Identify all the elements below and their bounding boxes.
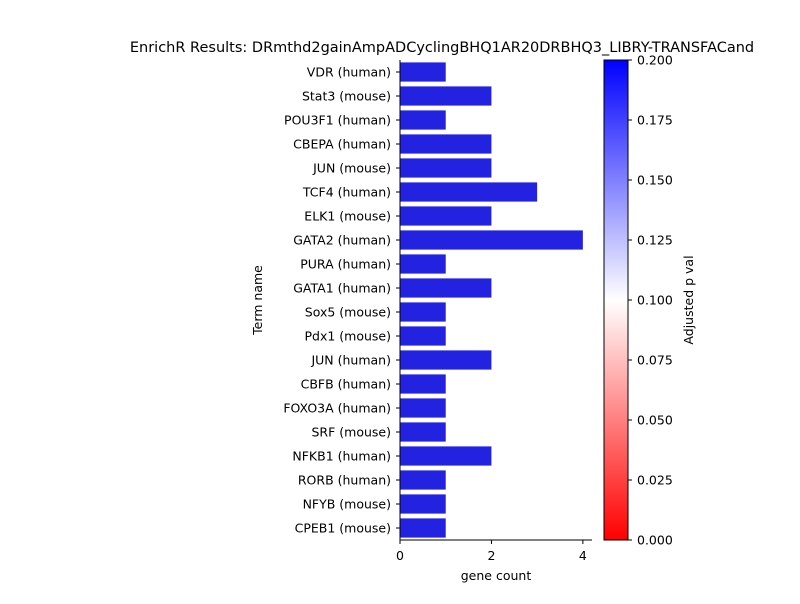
bar-series [400, 62, 583, 538]
bar [400, 230, 583, 250]
plot-frame [399, 60, 592, 541]
y-tick-label: GATA1 (human) [293, 281, 391, 296]
y-tick-label: SRF (mouse) [312, 425, 392, 440]
y-tick-label: NFKB1 (human) [292, 449, 391, 464]
bar [400, 518, 446, 538]
y-axis-tick-labels: VDR (human) Stat3 (mouse) POU3F1 (human) CB… [283, 65, 400, 536]
bar [400, 254, 446, 274]
y-tick-label: PURA (human) [300, 257, 391, 272]
y-tick-label: Stat3 (mouse) [302, 89, 391, 104]
colorbar-label: Adjusted p val [681, 255, 696, 344]
x-axis-label: gene count [461, 568, 532, 583]
y-tick-label: JUN (human) [310, 353, 391, 368]
bar [400, 158, 492, 178]
colorbar-tick-labels: 0.000 0.025 0.050 0.075 0.100 0.125 0.150 0.175… [628, 53, 673, 548]
bar [400, 110, 446, 130]
x-tick-label: 4 [579, 548, 587, 563]
bar [400, 86, 492, 106]
bar [400, 494, 446, 514]
y-tick-label: VDR (human) [307, 65, 391, 80]
colorbar-tick-label: 0.175 [637, 113, 673, 128]
bar [400, 302, 446, 322]
y-axis-label: Term name [250, 265, 265, 336]
y-tick-label: GATA2 (human) [293, 233, 391, 248]
y-tick-label: POU3F1 (human) [284, 113, 391, 128]
bar [400, 206, 492, 226]
bar [400, 398, 446, 418]
y-tick-label: Sox5 (mouse) [305, 305, 391, 320]
y-tick-label: CPEB1 (mouse) [295, 521, 391, 536]
bar [400, 134, 492, 154]
colorbar-tick-label: 0.200 [637, 53, 673, 68]
y-tick-label: CBEPA (human) [293, 137, 391, 152]
y-tick-label: TCF4 (human) [302, 185, 391, 200]
colorbar-tick-label: 0.075 [637, 353, 673, 368]
colorbar-tick-label: 0.025 [637, 473, 673, 488]
y-tick-label: ELK1 (mouse) [304, 209, 391, 224]
y-tick-label: CBFB (human) [301, 377, 391, 392]
colorbar-tick-label: 0.000 [637, 533, 673, 548]
bar [400, 470, 446, 490]
chart-title: EnrichR Results: DRmthd2gainAmpADCycling… [130, 40, 754, 56]
colorbar [603, 59, 629, 541]
y-tick-label: JUN (mouse) [312, 161, 391, 176]
colorbar-tick-label: 0.150 [637, 173, 673, 188]
bar [400, 374, 446, 394]
bar [400, 422, 446, 442]
y-tick-label: FOXO3A (human) [283, 401, 391, 416]
colorbar-tick-label: 0.125 [637, 233, 673, 248]
x-axis-tick-labels: 0 2 4 [396, 540, 587, 563]
bar [400, 446, 492, 466]
colorbar-tick-label: 0.100 [637, 293, 673, 308]
colorbar-tick-label: 0.050 [637, 413, 673, 428]
bar [400, 62, 446, 82]
bar [400, 350, 492, 370]
bar [400, 326, 446, 346]
x-tick-label: 0 [396, 548, 404, 563]
y-tick-label: Pdx1 (mouse) [305, 329, 392, 344]
bar [400, 182, 538, 202]
x-tick-label: 2 [487, 548, 495, 563]
y-tick-label: RORB (human) [298, 473, 391, 488]
y-tick-label: NFYB (mouse) [303, 497, 391, 512]
bar [400, 278, 492, 298]
